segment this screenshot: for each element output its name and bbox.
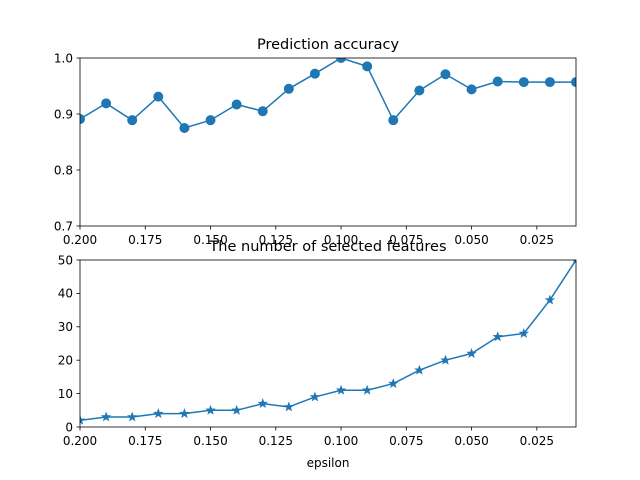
features-data-layer [80,260,576,425]
features-x-tick-label: 0.050 [454,434,488,448]
accuracy-plot-area [80,58,576,226]
accuracy-y-ticks: 0.7 0.8 0.9 1.0 [54,51,80,233]
features-series-line [80,260,576,422]
accuracy-data-point [205,115,216,126]
accuracy-data-point [440,69,451,80]
accuracy-subplot: 0.200 0.175 0.150 0.125 0.100 0.075 0.050 0.025… [54,37,577,247]
features-data-point [127,411,138,422]
features-data-point [518,328,529,338]
features-data-point [361,384,373,395]
accuracy-data-point [362,61,373,72]
features-x-ticks: 0.200 0.175 0.150 0.125 0.100 0.075 0.050 0.025 [63,427,554,448]
features-y-tick-label: 10 [58,387,73,401]
features-x-tick-label: 0.100 [324,434,358,448]
accuracy-data-point [153,91,164,102]
features-data-point [572,260,576,265]
features-y-tick-label: 40 [58,287,73,301]
accuracy-x-tick-label: 0.200 [63,233,97,247]
accuracy-x-tick-label: 0.050 [454,233,488,247]
accuracy-data-point [388,115,399,126]
accuracy-data-point [492,76,503,87]
accuracy-data-point [231,99,242,110]
accuracy-data-point [414,85,425,96]
features-data-point [388,378,399,389]
accuracy-x-tick-label: 0.100 [324,233,358,247]
features-data-point [153,408,164,419]
features-y-tick-label: 50 [58,253,73,267]
accuracy-data-layer [80,58,576,133]
accuracy-data-point [283,83,294,94]
accuracy-data-point [101,98,112,109]
accuracy-data-point [127,115,138,126]
accuracy-data-point [80,114,85,125]
features-data-point [100,411,112,422]
accuracy-x-tick-label: 0.150 [193,233,227,247]
features-x-tick-label: 0.025 [520,434,554,448]
features-data-point [492,331,503,342]
features-data-point [335,384,347,395]
features-x-tick-label: 0.200 [63,434,97,448]
accuracy-chart-title: Prediction accuracy [257,37,399,53]
accuracy-data-point [544,77,555,88]
features-subplot: 0.200 0.175 0.150 0.125 0.100 0.075 0.050 0.025… [58,239,577,470]
accuracy-x-tick-label: 0.075 [389,233,423,247]
features-y-ticks: 0 10 20 30 40 50 [58,253,80,434]
accuracy-data-point [336,58,347,63]
accuracy-y-tick-label: 0.9 [54,107,73,121]
features-data-point [283,401,295,412]
accuracy-data-point [257,106,268,117]
features-y-tick-label: 0 [65,420,73,434]
accuracy-data-point [466,84,477,95]
features-plot-area [80,260,576,427]
features-data-point [309,391,321,402]
features-data-point [231,404,242,415]
features-data-point [440,354,451,365]
accuracy-y-tick-label: 0.7 [54,219,73,233]
features-x-tick-label: 0.125 [259,434,293,448]
accuracy-x-tick-label: 0.175 [128,233,162,247]
accuracy-data-point [179,123,190,133]
features-x-tick-label: 0.175 [128,434,162,448]
accuracy-data-point [518,77,529,88]
accuracy-x-tick-label: 0.025 [520,233,554,247]
features-data-point [466,348,477,358]
features-x-tick-label: 0.075 [389,434,423,448]
features-data-point [257,398,268,409]
accuracy-x-ticks: 0.200 0.175 0.150 0.125 0.100 0.075 0.050 0.025 [63,226,554,247]
accuracy-axes-frame [79,57,577,227]
accuracy-x-tick-label: 0.125 [259,233,293,247]
features-data-point [179,408,190,419]
accuracy-data-point [571,77,576,88]
features-y-tick-label: 30 [58,320,73,334]
accuracy-y-tick-label: 0.8 [54,163,73,177]
accuracy-y-tick-label: 1.0 [54,51,73,65]
features-y-tick-label: 20 [58,354,73,368]
features-data-point [414,364,425,375]
features-data-point [544,294,556,305]
features-data-point [80,414,86,425]
features-axes-frame [79,259,577,428]
accuracy-data-point [309,68,320,79]
features-data-point [205,404,216,415]
features-x-axis-label: epsilon [307,456,350,470]
features-x-tick-label: 0.150 [193,434,227,448]
features-chart-title: The number of selected features [208,239,446,255]
